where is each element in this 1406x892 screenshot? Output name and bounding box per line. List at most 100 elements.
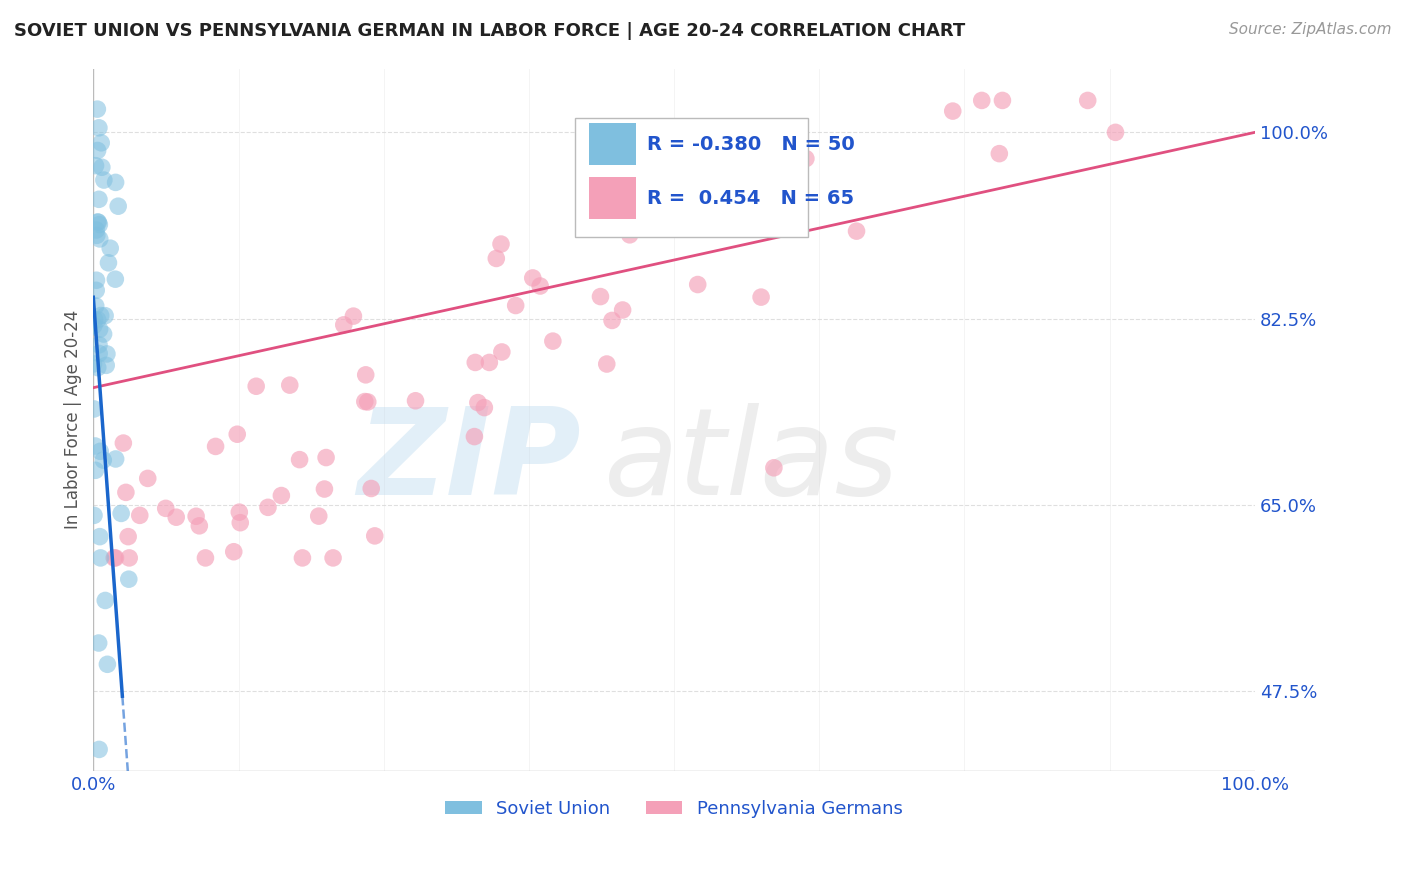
Point	[463, 429, 485, 443]
Point	[541, 334, 564, 348]
Point	[278, 378, 301, 392]
Point	[86, 144, 108, 158]
Point	[96, 657, 118, 672]
Point	[472, 401, 495, 415]
Point	[128, 508, 150, 523]
Point	[89, 742, 111, 756]
Point	[86, 273, 108, 287]
Point	[90, 160, 112, 174]
Point	[93, 326, 115, 341]
Point	[104, 175, 127, 189]
Point	[709, 133, 731, 147]
Point	[204, 439, 226, 453]
Text: R =  0.454   N = 65: R = 0.454 N = 65	[647, 189, 855, 208]
Point	[89, 218, 111, 232]
Point	[91, 453, 114, 467]
Point	[94, 309, 117, 323]
Point	[86, 223, 108, 237]
Point	[84, 463, 107, 477]
Point	[1104, 125, 1126, 139]
Point	[86, 228, 108, 243]
Point	[83, 357, 105, 371]
Point	[762, 460, 785, 475]
Point	[619, 227, 641, 242]
Point	[291, 550, 314, 565]
Point	[83, 508, 105, 523]
Bar	[589, 123, 636, 165]
Point	[315, 450, 337, 465]
Point	[357, 395, 380, 409]
Point	[112, 436, 135, 450]
Point	[184, 509, 207, 524]
Point	[991, 94, 1014, 108]
Text: R = -0.380   N = 50: R = -0.380 N = 50	[647, 135, 855, 153]
Point	[749, 290, 772, 304]
Point	[794, 152, 817, 166]
Point	[288, 452, 311, 467]
Point	[96, 359, 118, 373]
Point	[83, 312, 105, 326]
Point	[84, 299, 107, 313]
Point	[86, 312, 108, 326]
Point	[104, 452, 127, 467]
Point	[83, 318, 105, 333]
Point	[522, 271, 544, 285]
Point	[405, 393, 427, 408]
Point	[364, 529, 387, 543]
Point	[87, 360, 110, 375]
Point	[600, 313, 623, 327]
Point	[87, 338, 110, 352]
Point	[89, 444, 111, 458]
Point	[89, 530, 111, 544]
Point	[93, 173, 115, 187]
Point	[89, 346, 111, 360]
Point	[87, 636, 110, 650]
Point	[478, 355, 501, 369]
Text: Source: ZipAtlas.com: Source: ZipAtlas.com	[1229, 22, 1392, 37]
Point	[342, 309, 364, 323]
Point	[87, 215, 110, 229]
Point	[270, 489, 292, 503]
Point	[97, 256, 120, 270]
Point	[353, 394, 375, 409]
Point	[229, 516, 252, 530]
Point	[89, 322, 111, 336]
Point	[491, 345, 513, 359]
Point	[245, 379, 267, 393]
Point	[118, 572, 141, 586]
FancyBboxPatch shape	[575, 118, 807, 237]
Point	[87, 120, 110, 135]
Point	[222, 545, 245, 559]
Point	[505, 299, 527, 313]
Point	[686, 277, 709, 292]
Point	[228, 505, 250, 519]
Text: ZIP: ZIP	[357, 403, 581, 520]
Point	[226, 427, 249, 442]
Point	[529, 279, 551, 293]
Point	[90, 136, 112, 150]
Point	[96, 347, 118, 361]
Point	[589, 289, 612, 303]
Point	[107, 199, 129, 213]
Point	[104, 550, 127, 565]
Point	[89, 550, 111, 565]
Point	[86, 102, 108, 116]
Point	[314, 482, 336, 496]
Point	[84, 439, 107, 453]
Legend: Soviet Union, Pennsylvania Germans: Soviet Union, Pennsylvania Germans	[439, 792, 910, 825]
Point	[596, 357, 619, 371]
Point	[308, 509, 330, 524]
Point	[942, 104, 965, 119]
Point	[86, 215, 108, 229]
Point	[84, 159, 107, 173]
Point	[360, 482, 382, 496]
Point	[165, 510, 187, 524]
Point	[489, 237, 512, 252]
Point	[155, 501, 177, 516]
Point	[103, 550, 125, 565]
Point	[257, 500, 280, 515]
Point	[104, 272, 127, 286]
Point	[87, 192, 110, 206]
Point	[89, 232, 111, 246]
Point	[612, 303, 634, 318]
